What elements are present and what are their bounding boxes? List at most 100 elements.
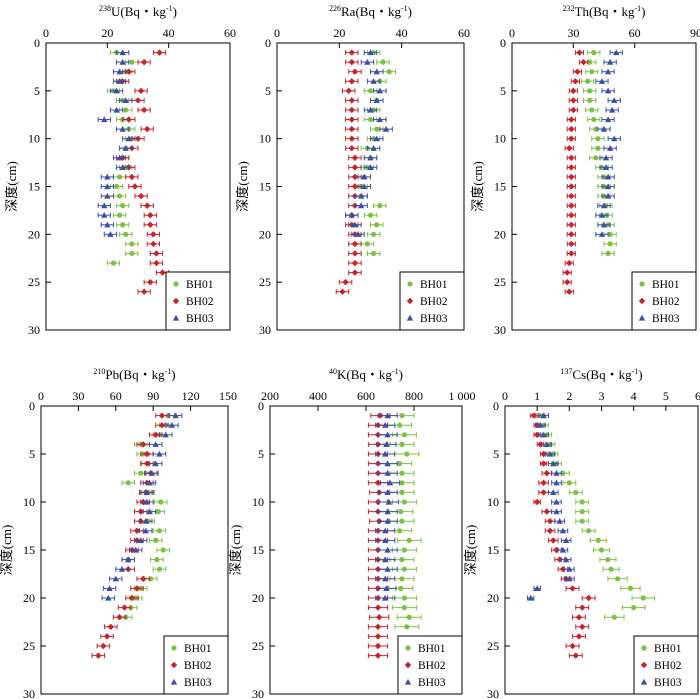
data-point (131, 183, 139, 190)
data-point (146, 479, 153, 486)
legend-marker (407, 281, 413, 287)
series-bh03 (97, 49, 136, 237)
data-point (377, 203, 383, 209)
data-point (401, 595, 407, 601)
data-point (586, 528, 592, 534)
legend-label: BH03 (652, 313, 680, 325)
data-point (627, 585, 634, 592)
title-superscript: -1 (392, 367, 399, 376)
legend-marker (406, 314, 414, 321)
title-close: ) (638, 367, 642, 382)
data-point (118, 566, 126, 572)
y-tick-label: 0 (493, 399, 499, 413)
legend: BH01 BH02 BH03 (165, 271, 231, 331)
legend-marker (172, 314, 180, 321)
data-point (153, 250, 160, 257)
y-tick-label: 20 (28, 227, 40, 241)
chart-panel-2: 0 20 40 60 0 5 10 15 20 25 30 226Ra(Bq・kg-1) 深度(cm) B… (235, 4, 470, 337)
data-point (384, 518, 391, 524)
data-point (570, 97, 577, 104)
data-point (604, 173, 612, 180)
data-point (606, 58, 614, 65)
data-point (568, 173, 575, 181)
legend-marker (171, 645, 177, 651)
title-superscript: -1 (634, 4, 641, 13)
data-point (593, 155, 599, 161)
x-tick-label: 20 (101, 26, 113, 40)
data-point (342, 278, 349, 286)
y-axis-label: 深度(cm) (470, 161, 485, 212)
data-point (153, 259, 160, 267)
x-tick-label: 1 (534, 389, 540, 403)
data-point (158, 499, 164, 505)
data-point (142, 527, 149, 534)
data-point (105, 594, 112, 601)
data-point (104, 183, 111, 190)
data-point (398, 509, 404, 515)
data-point (367, 212, 374, 218)
data-point (137, 508, 144, 515)
data-point (384, 431, 391, 438)
data-point (158, 422, 166, 429)
x-tick-label: 90 (147, 389, 159, 403)
y-tick-label: 5 (265, 84, 271, 98)
series-bh01 (535, 413, 656, 620)
data-point (144, 125, 151, 133)
data-point (404, 451, 410, 457)
data-point (348, 135, 355, 142)
title-main: Th(Bq・kg (575, 4, 635, 19)
title-superscript: -1 (401, 4, 408, 13)
data-point (348, 212, 355, 218)
data-point (575, 633, 583, 640)
data-point (351, 68, 359, 75)
data-point (361, 183, 368, 190)
y-tick-label: 10 (487, 495, 499, 509)
x-tick-label: 60 (224, 26, 236, 40)
data-point (367, 88, 374, 94)
data-point (339, 288, 346, 295)
data-point (158, 412, 166, 419)
series-bh03 (527, 412, 575, 601)
y-tick-label: 5 (29, 447, 35, 461)
y-tick-label: 30 (23, 687, 35, 699)
data-point (608, 566, 614, 572)
data-point (568, 202, 575, 209)
data-point (602, 154, 610, 161)
data-point (611, 97, 618, 103)
data-point (147, 278, 154, 286)
data-point (104, 173, 111, 180)
legend-label: BH01 (420, 279, 448, 291)
data-point (374, 479, 382, 486)
title-superscript: -1 (166, 4, 173, 13)
data-point (564, 269, 571, 276)
data-point (399, 489, 405, 495)
data-point (382, 450, 389, 457)
data-point (399, 518, 405, 524)
data-point (371, 250, 377, 257)
data-point (348, 145, 355, 152)
title-superscript: -1 (632, 367, 639, 376)
data-point (134, 97, 142, 104)
data-point (382, 556, 389, 563)
data-point (156, 450, 163, 457)
legend-label: BH03 (186, 313, 214, 325)
data-point (401, 432, 407, 438)
data-point (159, 269, 166, 276)
data-point (399, 413, 405, 419)
data-point (152, 441, 159, 447)
data-point (373, 135, 380, 142)
data-point (123, 107, 129, 113)
data-point (384, 412, 391, 419)
data-point (129, 59, 135, 65)
y-tick-label: 10 (252, 495, 264, 509)
series-bh02 (335, 49, 362, 295)
data-point (579, 518, 585, 524)
y-tick-label: 5 (500, 84, 506, 98)
legend-label: BH01 (186, 279, 214, 291)
data-point (562, 537, 570, 543)
data-point (598, 212, 606, 218)
data-point (398, 585, 404, 592)
data-point (540, 489, 547, 496)
x-tick-label: 200 (261, 389, 279, 403)
data-point (376, 116, 384, 123)
